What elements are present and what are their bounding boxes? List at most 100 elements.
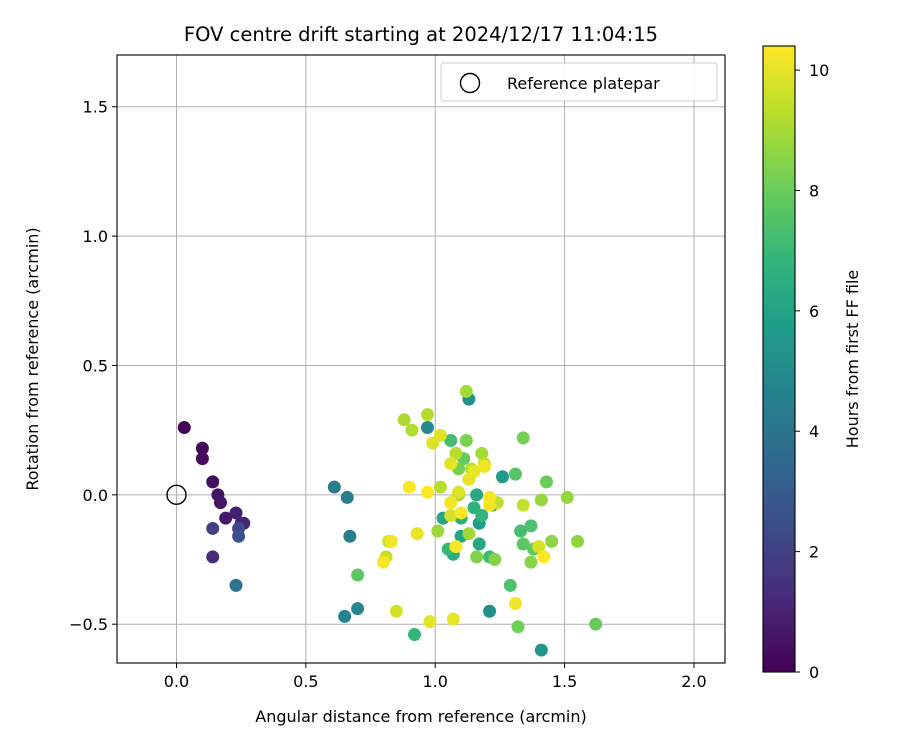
data-point	[219, 511, 233, 525]
data-point	[537, 550, 551, 564]
data-point	[449, 540, 463, 554]
y-axis-label: Rotation from reference (arcmin)	[23, 227, 42, 490]
plot-area: 0.0 0.5 1.0 1.5 2.0 −0.5 0.0 0.5 1.0 1.5	[69, 54, 726, 691]
data-point	[454, 506, 468, 520]
data-point	[503, 578, 517, 592]
colorbar: 0 2 4 6 8 10 Hours from first FF file	[762, 45, 862, 682]
chart-title: FOV centre drift starting at 2024/12/17 …	[184, 23, 658, 46]
data-point	[483, 490, 497, 504]
reference-platepar-marker	[166, 484, 187, 506]
data-point	[516, 431, 530, 445]
y-tick-label: −0.5	[69, 615, 108, 634]
data-point	[402, 480, 416, 494]
data-point	[206, 475, 220, 489]
data-point	[495, 470, 509, 484]
data-points	[177, 384, 603, 657]
data-point	[195, 452, 209, 466]
data-point	[423, 615, 437, 629]
y-tick-label: 1.5	[83, 98, 108, 117]
data-point	[452, 485, 466, 499]
legend-box	[440, 62, 718, 102]
data-point	[446, 612, 460, 626]
data-point	[389, 604, 403, 618]
colorbar-label: Hours from first FF file	[843, 270, 862, 449]
data-point	[508, 467, 522, 481]
data-point	[532, 540, 546, 554]
y-axis-ticks: −0.5 0.0 0.5 1.0 1.5	[69, 98, 117, 634]
data-point	[488, 553, 502, 567]
colorbar-frame	[762, 45, 796, 673]
data-point	[467, 465, 481, 479]
data-point	[444, 457, 458, 471]
colorbar-tick-label: 10	[809, 61, 829, 80]
x-tick-label: 0.5	[293, 672, 318, 691]
data-point	[420, 408, 434, 422]
legend-label: Reference platepar	[507, 74, 660, 93]
colorbar-tick-label: 2	[809, 543, 819, 562]
data-point	[514, 524, 528, 538]
data-point	[431, 524, 445, 538]
data-point	[206, 550, 220, 564]
y-tick-label: 0.0	[83, 486, 108, 505]
colorbar-tick-label: 0	[809, 663, 819, 682]
grid	[117, 55, 725, 663]
colorbar-tick-label: 8	[809, 181, 819, 200]
data-point	[472, 537, 486, 551]
data-point	[327, 480, 341, 494]
data-point	[539, 475, 553, 489]
data-point	[524, 555, 538, 569]
data-point	[483, 604, 497, 618]
data-point	[433, 428, 447, 442]
data-point	[571, 534, 585, 548]
legend: Reference platepar	[440, 62, 718, 102]
data-point	[232, 529, 246, 543]
y-tick-label: 0.5	[83, 356, 108, 375]
data-point	[545, 534, 559, 548]
data-point	[206, 521, 220, 535]
colorbar-tick-label: 6	[809, 302, 819, 321]
data-point	[229, 578, 243, 592]
data-point	[351, 568, 365, 582]
data-point	[177, 421, 191, 435]
data-point	[408, 628, 422, 642]
data-point	[433, 480, 447, 494]
data-point	[397, 413, 411, 427]
data-point	[376, 555, 390, 569]
data-point	[449, 446, 463, 460]
data-point	[516, 537, 530, 551]
data-point	[477, 459, 491, 473]
data-point	[462, 527, 476, 541]
data-point	[340, 490, 354, 504]
data-point	[560, 490, 574, 504]
x-tick-label: 0.0	[164, 672, 189, 691]
data-point	[459, 384, 473, 398]
data-point	[410, 527, 424, 541]
data-point	[534, 493, 548, 507]
data-point	[420, 421, 434, 435]
x-tick-label: 2.0	[681, 672, 706, 691]
data-point	[213, 496, 227, 510]
data-point	[444, 509, 458, 523]
data-point	[524, 519, 538, 533]
data-point	[343, 529, 357, 543]
data-point	[444, 433, 458, 447]
data-point	[470, 488, 484, 502]
y-tick-label: 1.0	[83, 227, 108, 246]
data-point	[195, 441, 209, 455]
data-point	[338, 609, 352, 623]
colorbar-fill	[763, 46, 795, 672]
colorbar-ticks: 0 2 4 6 8 10	[795, 61, 829, 682]
data-point	[351, 602, 365, 616]
data-point	[229, 506, 243, 520]
data-point	[534, 643, 548, 657]
data-point	[420, 485, 434, 499]
data-point	[508, 596, 522, 610]
data-point	[475, 509, 489, 523]
x-tick-label: 1.5	[552, 672, 577, 691]
data-point	[470, 550, 484, 564]
data-point	[516, 498, 530, 512]
data-point	[444, 496, 458, 510]
x-tick-label: 1.0	[423, 672, 448, 691]
data-point	[511, 620, 525, 634]
